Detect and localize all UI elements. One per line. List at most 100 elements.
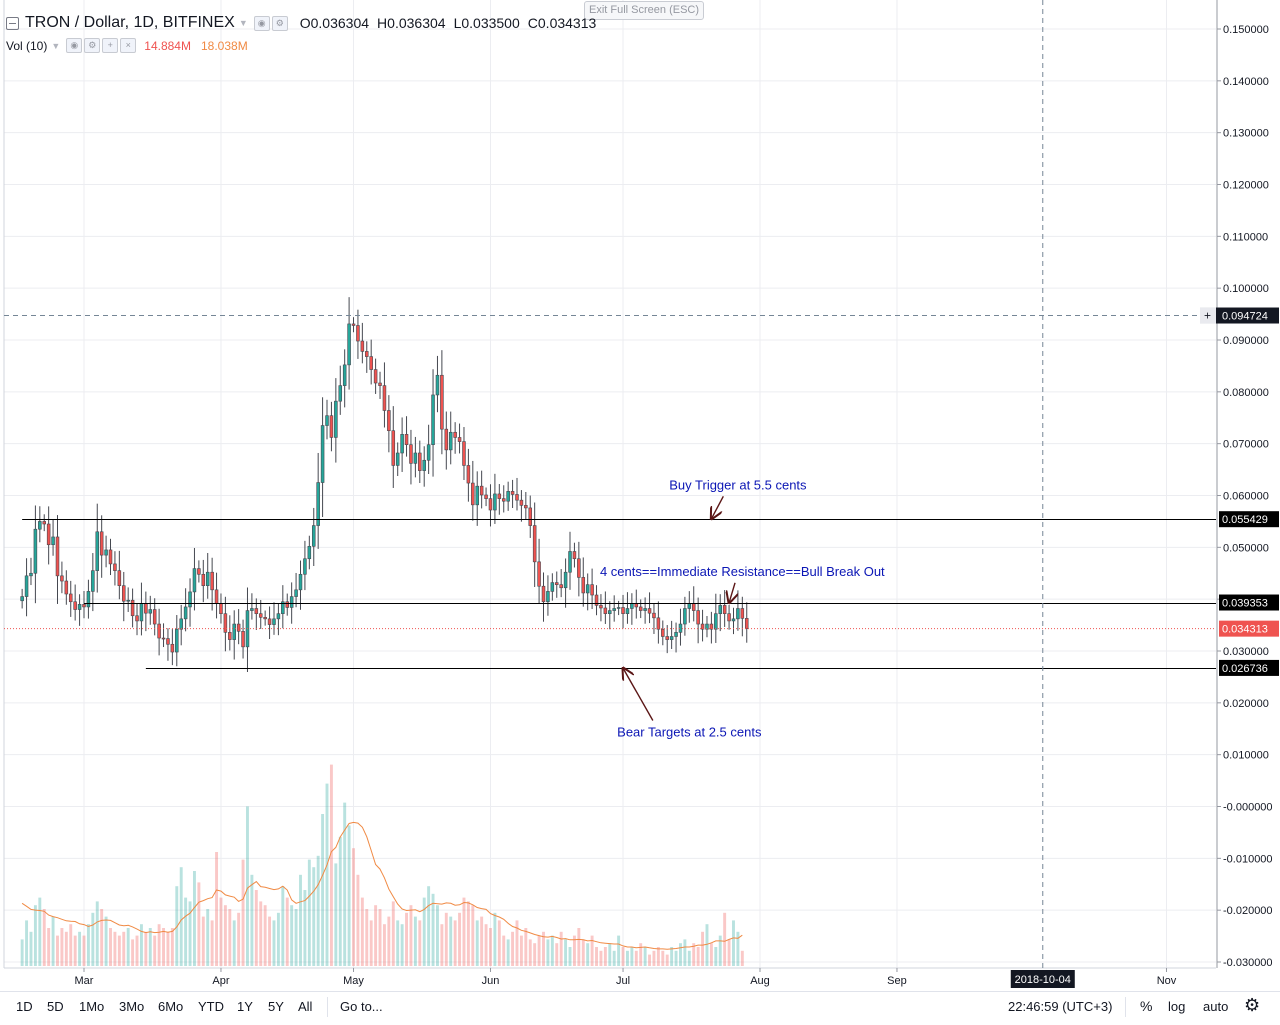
volume-title[interactable]: Vol (10): [6, 38, 48, 53]
percent-scale-button[interactable]: %: [1140, 998, 1153, 1014]
candle-body: [391, 430, 396, 466]
volume-bar: [506, 939, 510, 966]
candle-body: [342, 364, 347, 386]
candle-body: [559, 584, 563, 589]
range-5d-button[interactable]: 5D: [47, 999, 64, 1014]
gear-icon[interactable]: ⚙: [84, 38, 101, 53]
candle-body: [541, 585, 546, 603]
candle-body: [590, 584, 594, 596]
candle-body: [166, 638, 170, 645]
volume-bar: [347, 825, 351, 966]
range-1mo-button[interactable]: 1Mo: [79, 999, 105, 1014]
add-icon[interactable]: +: [102, 38, 119, 53]
volume-legend: Vol (10) ▼ ◉ ⚙ + × 14.884M 18.038M: [6, 38, 248, 53]
volume-bar: [740, 950, 744, 966]
range-ytd-button[interactable]: YTD: [198, 999, 224, 1014]
candle-body: [687, 603, 692, 609]
gear-icon[interactable]: ⚙: [271, 15, 288, 31]
time-tick-label: Mar: [75, 975, 94, 987]
annotations[interactable]: Buy Trigger at 5.5 cents 4 cents==Immedia…: [600, 477, 885, 739]
volume-bar: [321, 814, 325, 966]
clock-readout[interactable]: 22:46:59 (UTC+3): [1008, 999, 1113, 1014]
symbol-title[interactable]: TRON / Dollar, 1D, BITFINEX: [25, 14, 235, 31]
volume-bar: [511, 931, 515, 966]
goto-button[interactable]: Go to...: [340, 999, 383, 1014]
chevron-down-icon[interactable]: ▼: [238, 18, 248, 28]
time-tick-label: Jul: [616, 975, 630, 987]
horizontal-levels[interactable]: [4, 519, 1216, 669]
volume-bar: [82, 935, 86, 966]
annotation-arrow: [711, 495, 724, 519]
price-tick-label: -0.010000: [1223, 853, 1273, 865]
crosshair-plus-box[interactable]: [1200, 307, 1216, 324]
candle-body: [236, 623, 241, 632]
range-1y-button[interactable]: 1Y: [237, 999, 253, 1014]
candle-body: [148, 609, 153, 614]
volume-bar: [519, 935, 523, 966]
candle-body: [581, 577, 586, 594]
range-all-button[interactable]: All: [298, 999, 313, 1014]
candle-body: [515, 494, 519, 501]
volume-bar: [365, 909, 369, 966]
price-axis[interactable]: 0.150000 0.140000 0.130000 0.120000 0.110000…: [1200, 0, 1280, 969]
volume-bar: [299, 874, 302, 966]
settings-gear-icon[interactable]: ⚙: [1244, 995, 1261, 1015]
volume-bar: [64, 931, 68, 966]
candle-body: [608, 610, 612, 614]
candle-body: [281, 601, 285, 614]
volume-bar: [546, 939, 550, 966]
time-axis[interactable]: Mar Apr May Jun Jul Aug Sep Nov 2018-10-04: [75, 968, 1177, 988]
annotation-text[interactable]: Bear Targets at 2.5 cents: [617, 725, 762, 740]
volume-bar: [219, 897, 223, 966]
bottom-toolbar: 1D 5D 1Mo 3Mo 6Mo YTD 1Y 5Y All Go to...…: [0, 991, 1280, 1025]
volume-bar: [250, 874, 254, 966]
annotation-text[interactable]: Buy Trigger at 5.5 cents: [669, 477, 807, 492]
exit-fullscreen-button[interactable]: Exit Full Screen (ESC): [584, 1, 704, 20]
volume-bar: [718, 935, 722, 966]
candle-body: [263, 617, 267, 620]
range-6mo-button[interactable]: 6Mo: [158, 999, 184, 1014]
price-tick-label: 0.130000: [1223, 128, 1269, 140]
volume-bar: [374, 905, 378, 966]
candle-body: [183, 606, 188, 620]
candle-body: [404, 434, 409, 446]
volume-bar: [714, 947, 718, 966]
candle-body: [334, 400, 338, 438]
eye-icon[interactable]: ◉: [66, 38, 83, 53]
candle-body: [64, 580, 69, 595]
volume-bar: [60, 928, 64, 966]
chevron-down-icon[interactable]: ▼: [51, 40, 61, 51]
range-3mo-button[interactable]: 3Mo: [119, 999, 145, 1014]
plus-icon[interactable]: +: [1204, 309, 1211, 323]
volume-bar: [418, 920, 422, 966]
candle-body: [130, 599, 135, 617]
candle-body: [24, 575, 29, 597]
candle-body: [422, 459, 426, 471]
candle-body: [418, 452, 422, 471]
volume-bar: [427, 886, 431, 966]
candle-body: [714, 613, 718, 630]
close-icon[interactable]: ×: [120, 38, 137, 53]
volume-bar: [387, 916, 391, 966]
range-5y-button[interactable]: 5Y: [268, 999, 284, 1014]
range-1d-button[interactable]: 1D: [16, 999, 33, 1014]
candle-body: [161, 637, 166, 640]
volume-bar: [352, 848, 355, 966]
candle-body: [356, 325, 360, 342]
candle-body: [77, 604, 82, 610]
log-scale-button[interactable]: log: [1168, 999, 1186, 1014]
volume-bar: [276, 912, 280, 966]
auto-scale-button[interactable]: auto: [1203, 999, 1229, 1014]
volume-bar: [86, 924, 90, 966]
candle-body: [700, 623, 705, 630]
volume-bar: [378, 909, 382, 966]
volume-bar: [621, 947, 625, 966]
candle-body: [546, 591, 550, 603]
volume-bar: [608, 943, 612, 966]
volume-bar: [254, 890, 258, 966]
eye-icon[interactable]: ◉: [253, 15, 270, 31]
volume-bar: [325, 783, 329, 966]
annotation-text[interactable]: 4 cents==Immediate Resistance==Bull Brea…: [600, 564, 885, 579]
collapse-icon[interactable]: [6, 16, 19, 30]
